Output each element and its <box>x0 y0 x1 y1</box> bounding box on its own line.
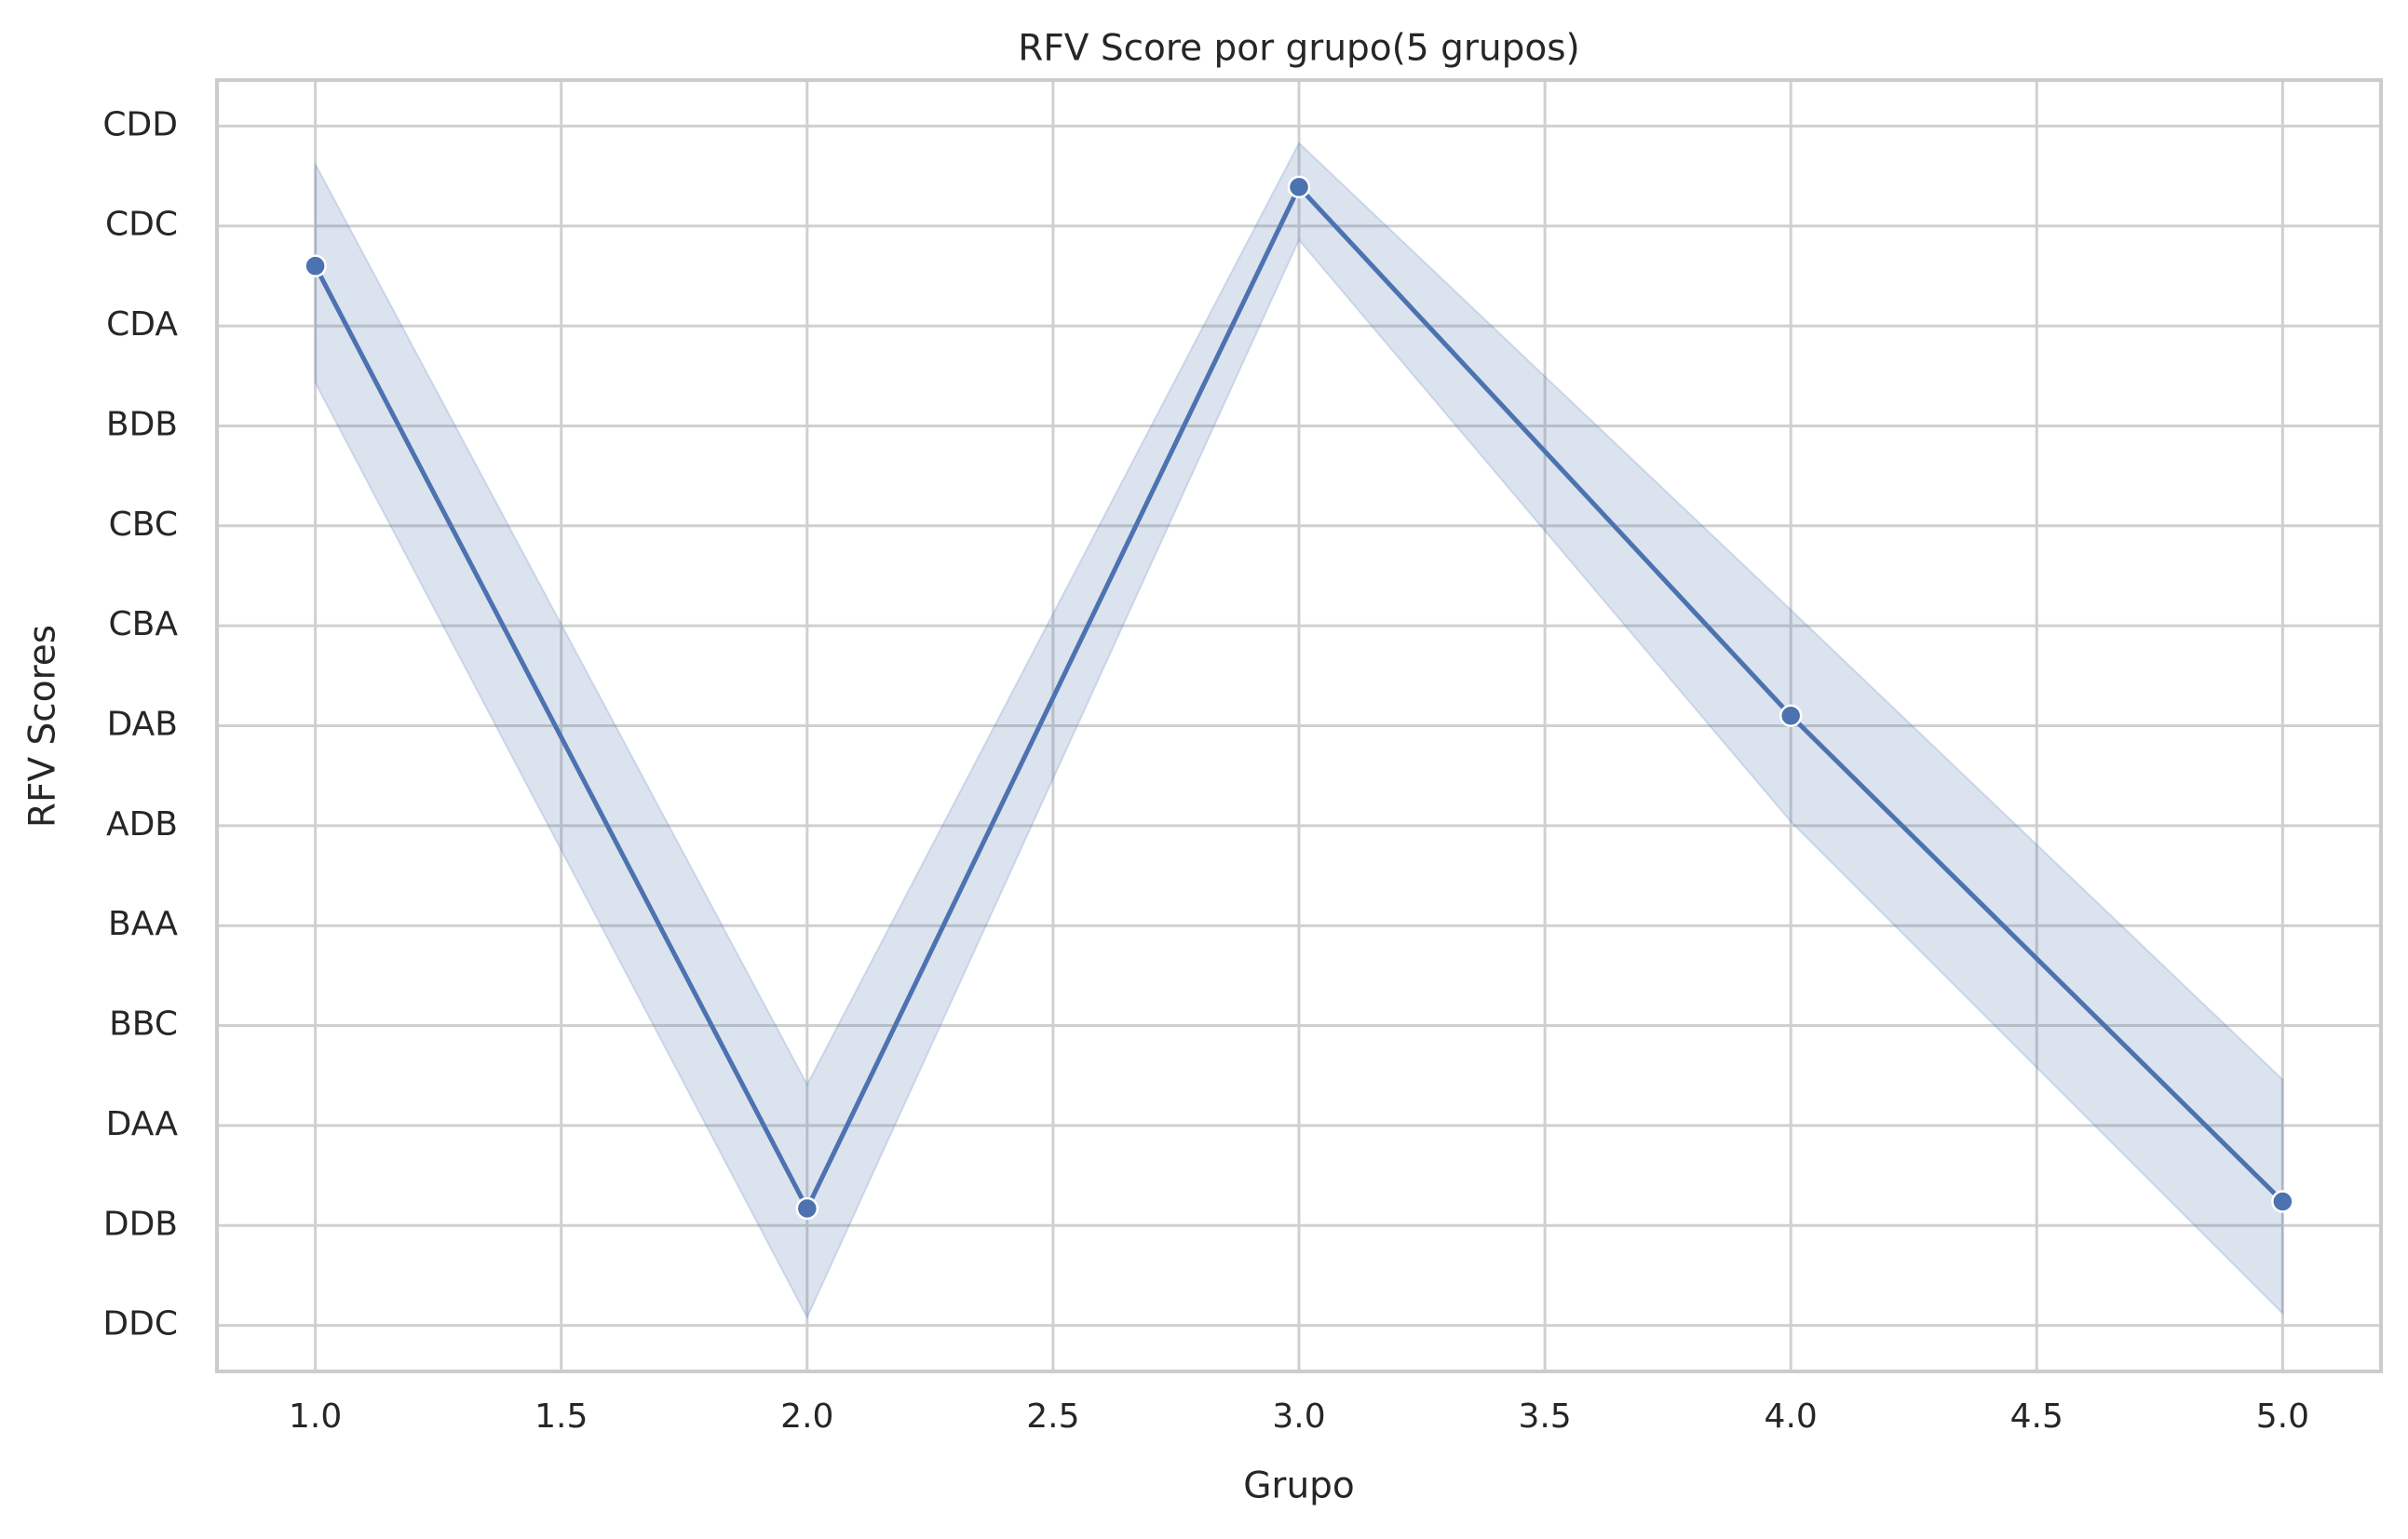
x-tick-label: 5.0 <box>2256 1397 2309 1436</box>
y-tick-label: DDC <box>102 1305 178 1343</box>
y-tick-label: CDD <box>102 105 178 143</box>
x-tick-label: 2.5 <box>1026 1397 1079 1436</box>
chart-title: RFV Score por grupo(5 grupos) <box>1018 28 1580 70</box>
marker <box>1287 175 1311 199</box>
y-tick-label: BBC <box>109 1006 178 1044</box>
marker <box>795 1196 819 1221</box>
y-tick-label: DAB <box>107 706 178 744</box>
y-tick-label: CBC <box>109 506 178 544</box>
x-tick-label: 4.5 <box>2010 1397 2063 1436</box>
x-tick-label: 1.0 <box>289 1397 342 1436</box>
y-tick-label: ADB <box>106 805 178 844</box>
x-tick-label: 4.0 <box>1765 1397 1818 1436</box>
x-tick-label: 3.5 <box>1518 1397 1571 1436</box>
marker <box>2271 1190 2294 1213</box>
x-tick-label: 2.0 <box>780 1397 833 1436</box>
marker <box>1779 704 1803 728</box>
confidence-band <box>314 141 2284 1320</box>
x-axis-label: Grupo <box>1243 1465 1355 1507</box>
plot-frame <box>215 78 2383 1373</box>
y-tick-label: CBA <box>109 605 179 643</box>
y-tick-label: BAA <box>108 905 178 943</box>
x-tick-label: 1.5 <box>534 1397 588 1436</box>
marker <box>304 254 327 277</box>
y-tick-label: DAA <box>106 1105 179 1143</box>
y-tick-label: CDC <box>105 206 178 244</box>
x-tick-label: 3.0 <box>1272 1397 1325 1436</box>
y-tick-label: CDA <box>106 305 178 344</box>
y-axis-label: RFV Scores <box>22 625 64 828</box>
y-tick-label: DDB <box>103 1205 178 1243</box>
y-tick-label: BDB <box>106 405 178 443</box>
